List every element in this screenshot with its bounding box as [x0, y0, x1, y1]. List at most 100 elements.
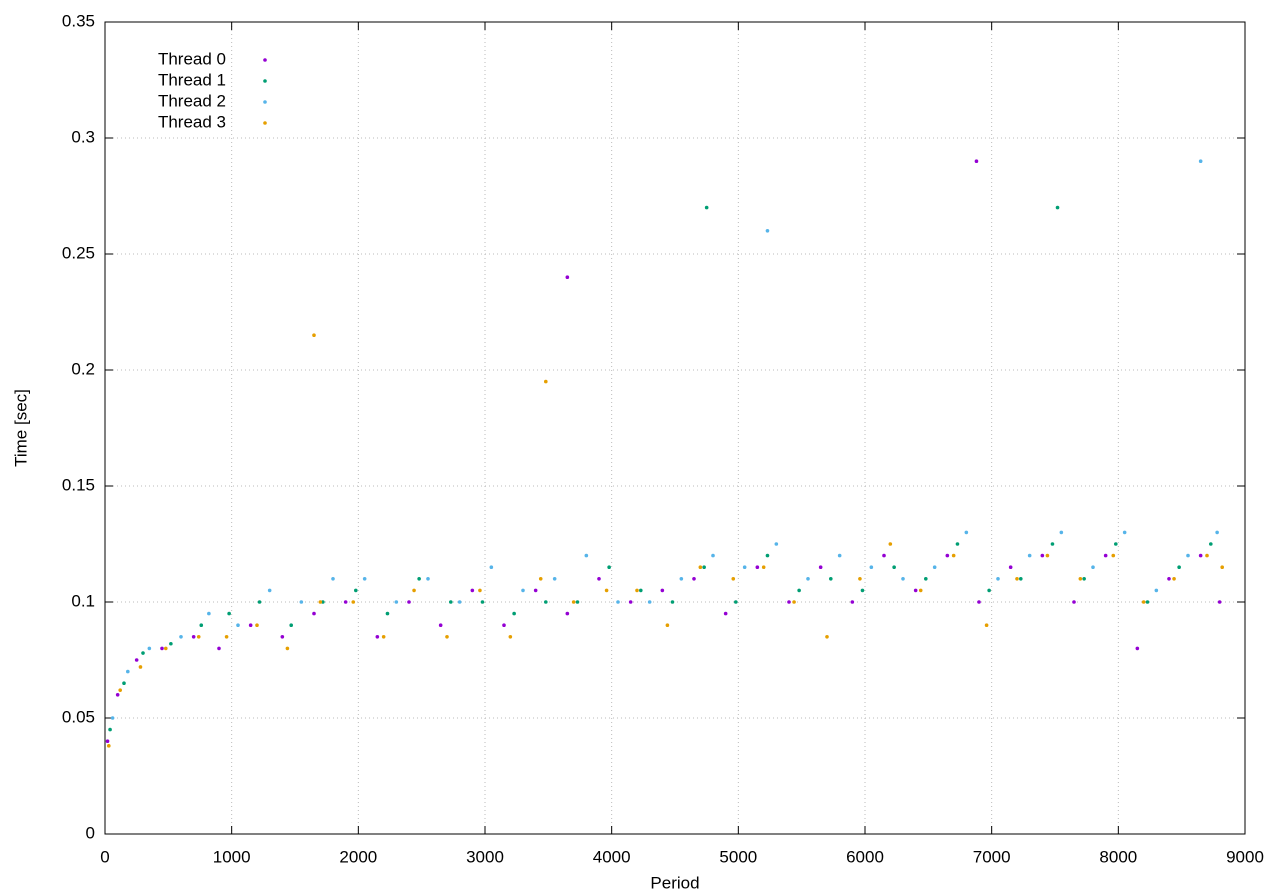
point [1154, 588, 1159, 593]
point [977, 600, 981, 604]
point [1091, 565, 1095, 569]
point [860, 588, 865, 593]
point [734, 600, 738, 604]
point [110, 716, 115, 720]
point [160, 646, 164, 651]
point [521, 588, 525, 593]
point [1050, 542, 1055, 546]
y-tick-label: 0.1 [71, 591, 95, 610]
point [755, 565, 760, 569]
point [984, 623, 989, 627]
point [692, 577, 696, 581]
point [1198, 159, 1203, 163]
point [584, 553, 589, 558]
point [1141, 600, 1146, 604]
point [248, 623, 253, 627]
point [1198, 553, 1203, 558]
point [774, 542, 779, 546]
point [1167, 577, 1171, 581]
point [628, 600, 633, 604]
point [571, 600, 576, 604]
point [105, 739, 110, 743]
point [417, 577, 421, 581]
point [723, 611, 728, 616]
point [489, 565, 494, 569]
point [321, 600, 325, 604]
point [1177, 565, 1181, 569]
y-tick-label: 0.2 [71, 359, 95, 378]
point [565, 275, 570, 280]
x-tick-label: 1000 [213, 847, 251, 866]
point [407, 600, 411, 604]
point [818, 565, 823, 569]
x-axis-label: Period [650, 873, 699, 892]
point [761, 565, 766, 569]
point [199, 623, 204, 627]
point [385, 611, 390, 616]
legend-marker [263, 58, 267, 62]
point [1209, 542, 1213, 546]
point [1040, 553, 1045, 558]
point [858, 577, 862, 581]
point [918, 588, 923, 593]
y-tick-label: 0 [86, 823, 95, 842]
point [731, 577, 736, 581]
point [169, 641, 173, 646]
legend-label: Thread 0 [158, 49, 226, 68]
point [312, 333, 316, 338]
y-tick-label: 0.05 [62, 707, 95, 726]
point [575, 600, 580, 604]
point [267, 588, 272, 593]
x-tick-label: 0 [100, 847, 109, 866]
point [512, 611, 516, 616]
point [869, 565, 874, 569]
x-tick-label: 9000 [1226, 847, 1264, 866]
legend-marker [263, 100, 267, 104]
point [1055, 205, 1060, 210]
point [255, 623, 259, 627]
point [438, 623, 443, 627]
point [792, 600, 796, 604]
point [1045, 553, 1050, 558]
y-tick-label: 0.15 [62, 475, 95, 494]
point [107, 744, 111, 748]
point [787, 600, 791, 604]
point [1145, 600, 1150, 604]
point [289, 623, 294, 627]
legend-label: Thread 2 [158, 91, 226, 110]
point [639, 588, 643, 593]
point [457, 600, 462, 604]
point [974, 159, 979, 163]
y-tick-label: 0.25 [62, 243, 95, 262]
point [901, 577, 905, 581]
point [679, 577, 684, 581]
point [660, 588, 665, 593]
x-tick-label: 5000 [719, 847, 757, 866]
point [343, 600, 348, 604]
point [1220, 565, 1224, 569]
point [597, 577, 601, 581]
point [616, 600, 620, 604]
point [837, 553, 842, 558]
point [1114, 542, 1118, 546]
point [1122, 530, 1127, 535]
point [806, 577, 810, 581]
point [913, 588, 918, 593]
point [635, 588, 639, 593]
plot-border [104, 21, 1246, 835]
point [702, 565, 706, 569]
point [951, 553, 956, 558]
point [1103, 553, 1108, 558]
point [108, 727, 112, 732]
point [829, 577, 833, 581]
point [765, 553, 770, 558]
x-tick-label: 2000 [339, 847, 377, 866]
point [375, 635, 380, 639]
point [987, 588, 991, 593]
point [1072, 600, 1076, 604]
y-tick-label: 0.3 [71, 127, 95, 146]
point [565, 611, 570, 616]
point [449, 600, 453, 604]
point [470, 588, 475, 593]
